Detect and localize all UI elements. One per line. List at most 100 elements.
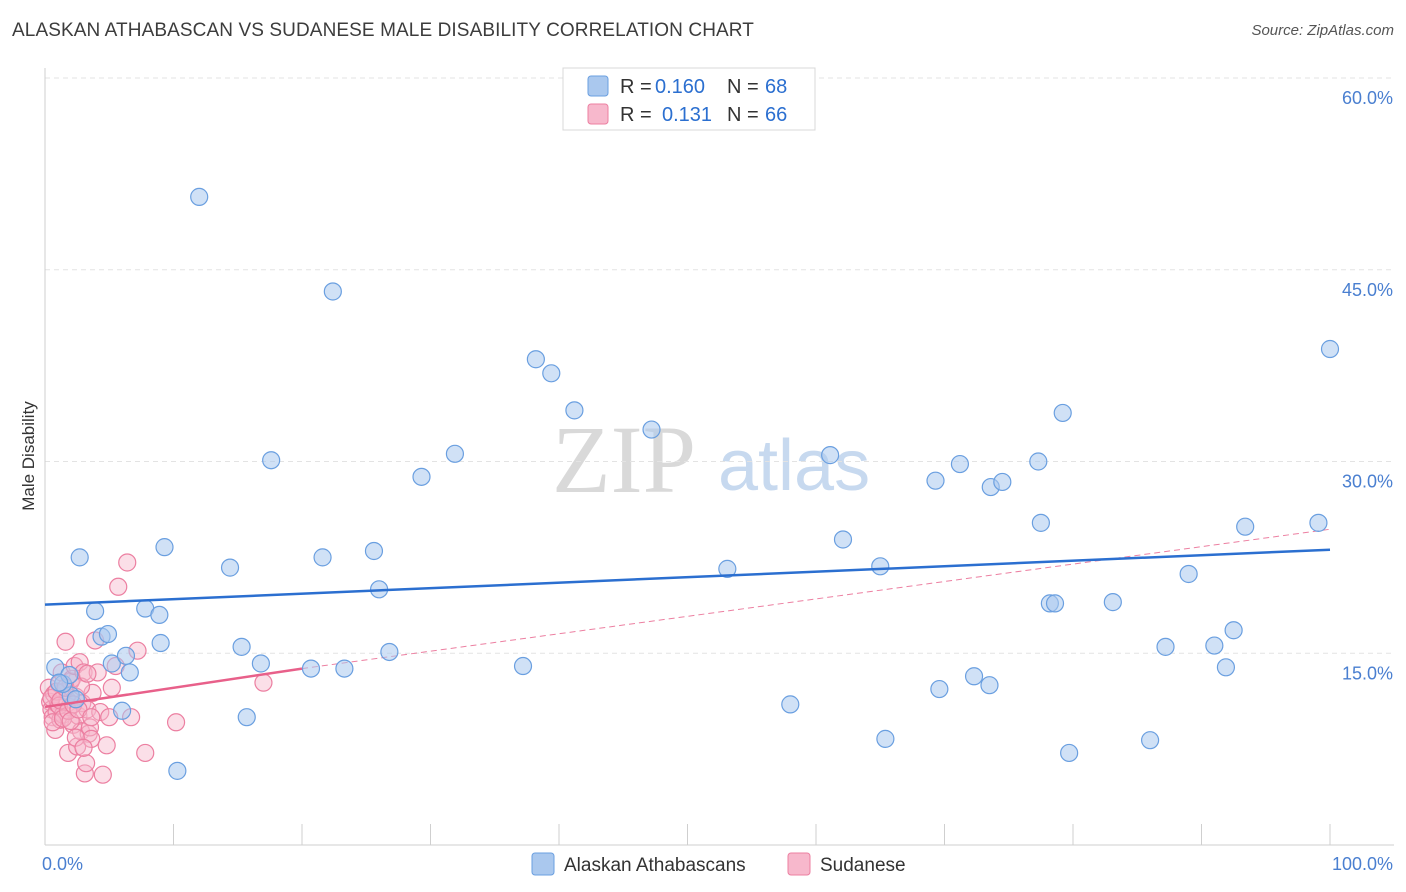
bottom-legend-label-1: Alaskan Athabascans: [564, 855, 746, 876]
watermark-zip: ZIP: [552, 406, 696, 513]
alaskan-athabascan-point-52: [1045, 594, 1065, 613]
sudanese-point-63: [74, 738, 93, 757]
alaskan-athabascan-point-56: [1140, 731, 1160, 750]
legend-r-value-2: 0.131: [662, 104, 712, 126]
legend-r-label-1: R =: [620, 76, 652, 98]
sudanese-points: [39, 553, 273, 784]
alaskan-athabascan-point-28: [380, 642, 399, 662]
sudanese-point-48: [166, 713, 186, 732]
sudanese-point-37: [91, 702, 110, 722]
sudanese-point-39: [97, 736, 116, 755]
source-label: Source: ZipAtlas.com: [1251, 22, 1394, 39]
alaskan-athabascan-point-62: [1236, 517, 1255, 536]
x-tick-label-0: 0.0%: [42, 854, 83, 874]
alaskan-athabascan-point-18: [232, 637, 251, 656]
sudanese-point-34: [83, 683, 102, 702]
alaskan-athabascan-point-12: [150, 605, 169, 625]
alaskan-athabascan-point-7: [102, 654, 121, 673]
alaskan-athabascan-point-44: [950, 454, 970, 474]
alaskan-athabascan-point-29: [412, 467, 431, 486]
legend-n-label-1: N =: [727, 76, 759, 98]
trend-lines: [301, 528, 1331, 670]
alaskan-athabascan-point-54: [1060, 743, 1079, 763]
alaskan-athabascan-point-64: [1309, 513, 1328, 532]
alaskan-athabascan-point-31: [513, 656, 533, 676]
sudanese-point-64: [78, 664, 97, 683]
alaskan-athabascan-point-21: [262, 451, 281, 470]
sudanese-point-49: [254, 673, 273, 692]
alaskan-athabascan-point-49: [1029, 452, 1048, 471]
alaskan-athabascan-point-63: [1320, 339, 1340, 359]
sudanese-point-44: [118, 553, 137, 572]
correlation-legend: R = 0.160 N = 68 R = 0.131 N = 66: [562, 67, 816, 131]
alaskan-athabascan-point-46: [980, 676, 999, 695]
alaskan-athabascan-point-55: [1103, 593, 1122, 612]
alaskan-athabascan-point-37: [781, 695, 800, 714]
alaskan-athabascan-point-6: [98, 624, 118, 644]
alaskan-athabascan-point-50: [1031, 513, 1050, 532]
sudanese-point-43: [109, 577, 128, 596]
alaskan-athabascan-point-4: [86, 601, 105, 621]
alaskan-athabascan-point-26: [364, 541, 384, 561]
sudanese-point-65: [82, 708, 101, 727]
alaskan-athabascan-point-15: [168, 761, 187, 780]
sudanese-trend-dashed: [301, 528, 1331, 670]
y-tick-label-0: 15.0%: [1342, 663, 1393, 683]
alaskan-athabascan-point-59: [1205, 636, 1224, 655]
bottom-legend-swatch-pink: [787, 852, 811, 876]
legend-swatch-blue: [587, 75, 609, 97]
bottom-legend-swatch-blue: [531, 852, 555, 876]
alaskan-athabascan-trend-line: [44, 548, 1331, 606]
legend-n-label-2: N =: [727, 104, 759, 126]
alaskan-athabascan-point-60: [1216, 658, 1236, 677]
alaskan-athabascan-point-42: [926, 471, 945, 490]
alaskan-athabascan-point-39: [833, 530, 853, 549]
alaskan-athabascan-point-25: [335, 659, 354, 678]
chart-title: ALASKAN ATHABASCAN VS SUDANESE MALE DISA…: [12, 20, 754, 41]
alaskan-athabascan-point-48: [993, 472, 1012, 492]
alaskan-athabascan-point-53: [1053, 403, 1072, 423]
y-tick-label-1: 30.0%: [1342, 472, 1393, 492]
sudanese-point-60: [66, 728, 85, 747]
sudanese-point-47: [136, 743, 155, 763]
sudanese-trend-line: [44, 667, 303, 709]
legend-n-value-2: 66: [765, 104, 787, 126]
alaskan-athabascan-points: [44, 187, 1340, 780]
alaskan-athabascan-point-67: [50, 673, 69, 692]
y-tick-label-2: 45.0%: [1342, 280, 1393, 300]
legend-r-label-2: R =: [620, 104, 652, 126]
alaskan-athabascan-point-66: [66, 690, 85, 709]
alaskan-athabascan-point-3: [70, 548, 89, 567]
alaskan-athabascan-point-16: [190, 187, 209, 206]
alaskan-athabascan-point-20: [251, 654, 270, 673]
alaskan-athabascan-point-24: [323, 282, 342, 301]
alaskan-athabascan-point-10: [120, 663, 139, 682]
y-tick-label-3: 60.0%: [1342, 88, 1393, 108]
alaskan-athabascan-point-57: [1156, 637, 1175, 656]
sudanese-point-41: [102, 678, 121, 697]
alaskan-athabascan-point-38: [821, 446, 840, 465]
alaskan-athabascan-point-8: [112, 701, 132, 720]
bottom-legend-label-2: Sudanese: [820, 855, 906, 876]
alaskan-athabascan-point-30: [445, 444, 465, 463]
alaskan-athabascan-point-32: [526, 350, 545, 369]
alaskan-athabascan-point-34: [565, 401, 584, 420]
alaskan-athabascan-point-45: [964, 667, 984, 686]
alaskan-athabascan-point-22: [301, 659, 321, 678]
alaskan-athabascan-point-17: [220, 558, 240, 577]
sudanese-point-13: [56, 632, 75, 651]
sudanese-point-38: [93, 765, 112, 784]
y-axis-label: Male Disability: [19, 401, 38, 511]
legend-swatch-pink: [587, 103, 609, 125]
alaskan-athabascan-point-19: [237, 708, 256, 727]
legend-r-value-1: 0.160: [655, 76, 705, 98]
alaskan-athabascan-point-58: [1179, 564, 1198, 584]
sudanese-point-29: [77, 754, 96, 773]
alaskan-athabascan-point-41: [876, 729, 895, 748]
watermark-atlas: atlas: [718, 426, 870, 506]
alaskan-athabascan-point-14: [155, 538, 174, 557]
x-tick-label-1: 100.0%: [1332, 854, 1393, 874]
tick-labels: 15.0% 30.0% 45.0% 60.0% 0.0% 100.0%: [42, 88, 1393, 874]
alaskan-athabascan-point-43: [930, 679, 949, 699]
legend-n-value-1: 68: [765, 76, 787, 98]
